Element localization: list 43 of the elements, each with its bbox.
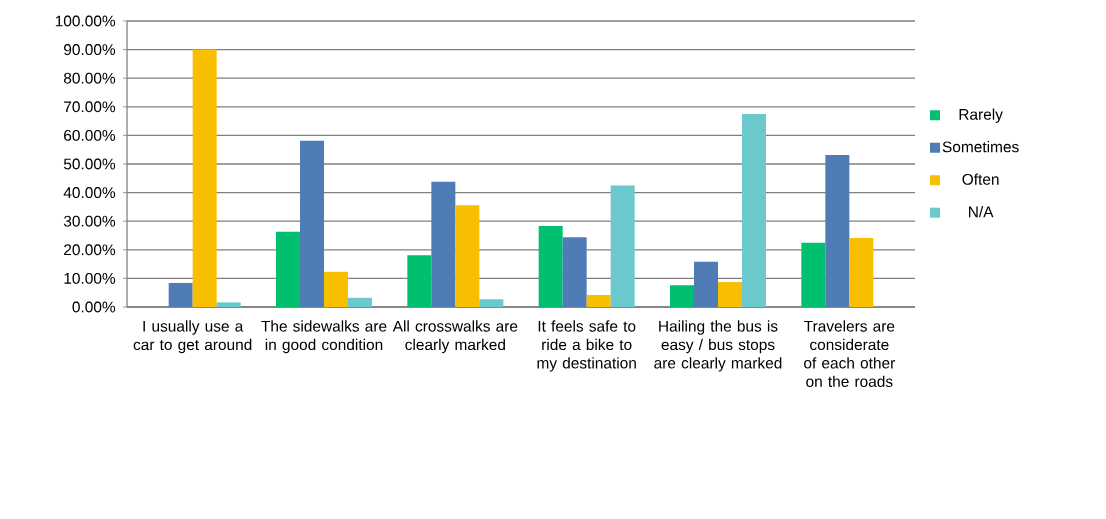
- x-tick-label: All crosswalks are clearly marked: [392, 320, 518, 354]
- y-tick-label: 60.00%: [64, 129, 116, 141]
- legend-label: Often: [962, 173, 999, 185]
- bar: [610, 185, 635, 307]
- bar: [192, 49, 217, 307]
- bar: [718, 282, 743, 307]
- y-tick-label: 30.00%: [63, 215, 116, 227]
- bar: [538, 226, 563, 307]
- bar: [849, 238, 874, 307]
- y-tick-label: 100.00%: [55, 15, 116, 27]
- x-tick-label: I usually use a car to get around: [133, 320, 252, 354]
- bar: [300, 140, 325, 307]
- bar: [348, 297, 373, 307]
- bar: [407, 255, 432, 307]
- bar: [324, 271, 349, 307]
- bar: [742, 113, 767, 307]
- y-tick-label: 10.00%: [64, 272, 116, 284]
- x-tick-label: Travelers are considerate of each other on the roads: [804, 320, 895, 387]
- y-tick-label: 40.00%: [63, 187, 116, 199]
- x-tick-label: It feels safe to ride a bike to my destination: [537, 320, 636, 372]
- bar: [670, 285, 695, 307]
- bar: [586, 294, 611, 307]
- bar: [801, 242, 826, 307]
- x-tick-label: Hailing the bus is easy / bus stops are clearly marked: [654, 320, 782, 372]
- bar: [276, 231, 301, 307]
- bar: [825, 155, 850, 307]
- y-tick-label: 20.00%: [64, 244, 116, 256]
- bar: [168, 282, 193, 307]
- bar: [694, 261, 719, 307]
- y-tick-label: 50.00%: [63, 158, 116, 170]
- legend-label: Sometimes: [942, 141, 1019, 153]
- bar: [455, 205, 480, 307]
- legend-label: Rarely: [959, 108, 1003, 123]
- y-tick-label: 0.00%: [72, 301, 116, 313]
- y-tick-label: 70.00%: [64, 101, 116, 113]
- bar: [216, 302, 241, 307]
- bar: [431, 181, 456, 307]
- bar: [479, 299, 504, 307]
- x-tick-label: The sidewalks are in good condition: [261, 320, 387, 354]
- y-tick-label: 90.00%: [64, 44, 116, 56]
- bar: [562, 237, 587, 307]
- legend-label: N/A: [969, 205, 994, 218]
- y-tick-label: 80.00%: [63, 72, 116, 84]
